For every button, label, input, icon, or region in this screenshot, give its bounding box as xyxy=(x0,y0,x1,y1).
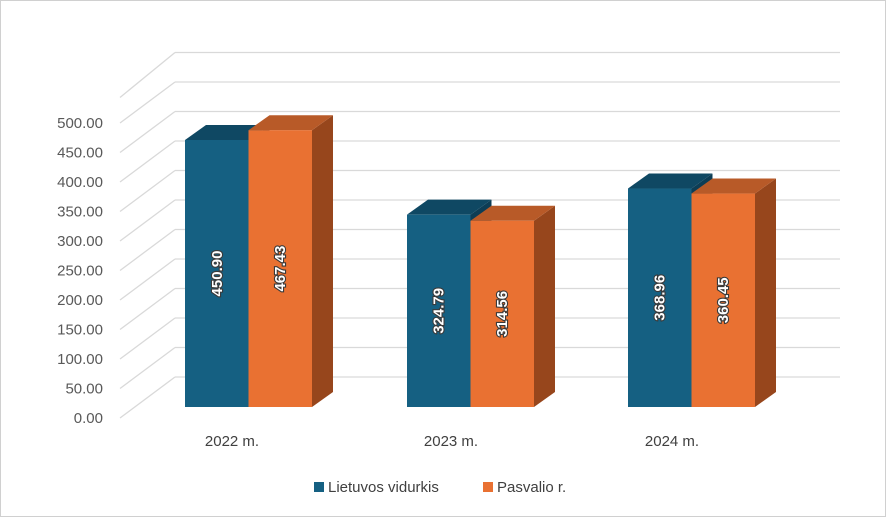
y-tick-label: 100.00 xyxy=(57,351,103,368)
bar-top xyxy=(691,178,776,194)
gridline-diagonal xyxy=(119,199,176,242)
y-tick-label: 500.00 xyxy=(57,115,103,132)
bar xyxy=(407,214,471,407)
gridline-diagonal xyxy=(119,110,176,154)
x-tick-label: 2024 m. xyxy=(645,433,699,450)
y-tick-label: 200.00 xyxy=(57,292,103,309)
bar-top xyxy=(470,205,555,221)
gridline-diagonal xyxy=(119,346,176,390)
bar xyxy=(248,130,312,407)
y-tick-label: 150.00 xyxy=(57,322,103,339)
gridline-diagonal xyxy=(119,376,176,419)
gridline-diagonal xyxy=(119,169,176,213)
bar-side xyxy=(534,205,555,407)
legend-label: Pasvalio r. xyxy=(497,479,566,496)
data-label: 450.90 xyxy=(209,251,226,297)
gridline-diagonal xyxy=(119,258,176,301)
y-tick-label: 300.00 xyxy=(57,233,103,250)
data-label: 360.45 xyxy=(715,277,732,323)
y-tick-label: 450.00 xyxy=(57,145,103,162)
legend-label: Lietuvos vidurkis xyxy=(328,479,439,496)
bar-side xyxy=(312,115,333,407)
bar-top xyxy=(628,173,713,189)
bar-side xyxy=(755,178,776,407)
x-tick-label: 2023 m. xyxy=(424,433,478,450)
bar xyxy=(691,193,755,407)
gridline-diagonal xyxy=(119,317,176,360)
gridline-diagonal xyxy=(119,228,176,272)
data-label: 314.56 xyxy=(494,291,511,337)
bar xyxy=(470,220,534,407)
data-label: 467.43 xyxy=(272,246,289,292)
bar xyxy=(628,188,692,407)
y-tick-label: 50.00 xyxy=(65,381,103,398)
data-label: 324.79 xyxy=(431,288,448,334)
x-tick-label: 2022 m. xyxy=(205,433,259,450)
bar-top xyxy=(248,115,333,131)
y-tick-label: 250.00 xyxy=(57,263,103,280)
y-tick-label: 350.00 xyxy=(57,204,103,221)
bar xyxy=(185,140,249,407)
gridline-diagonal xyxy=(119,51,176,99)
legend-swatch xyxy=(483,482,493,492)
legend-swatch xyxy=(314,482,324,492)
bar-top xyxy=(407,199,492,215)
y-tick-label: 0.00 xyxy=(74,410,103,427)
gridline-diagonal xyxy=(119,81,176,124)
gridline-diagonal xyxy=(119,287,176,331)
gridline-diagonal xyxy=(119,140,176,183)
y-tick-label: 400.00 xyxy=(57,174,103,191)
bar-top xyxy=(185,125,270,140)
data-label: 368.96 xyxy=(652,275,669,321)
